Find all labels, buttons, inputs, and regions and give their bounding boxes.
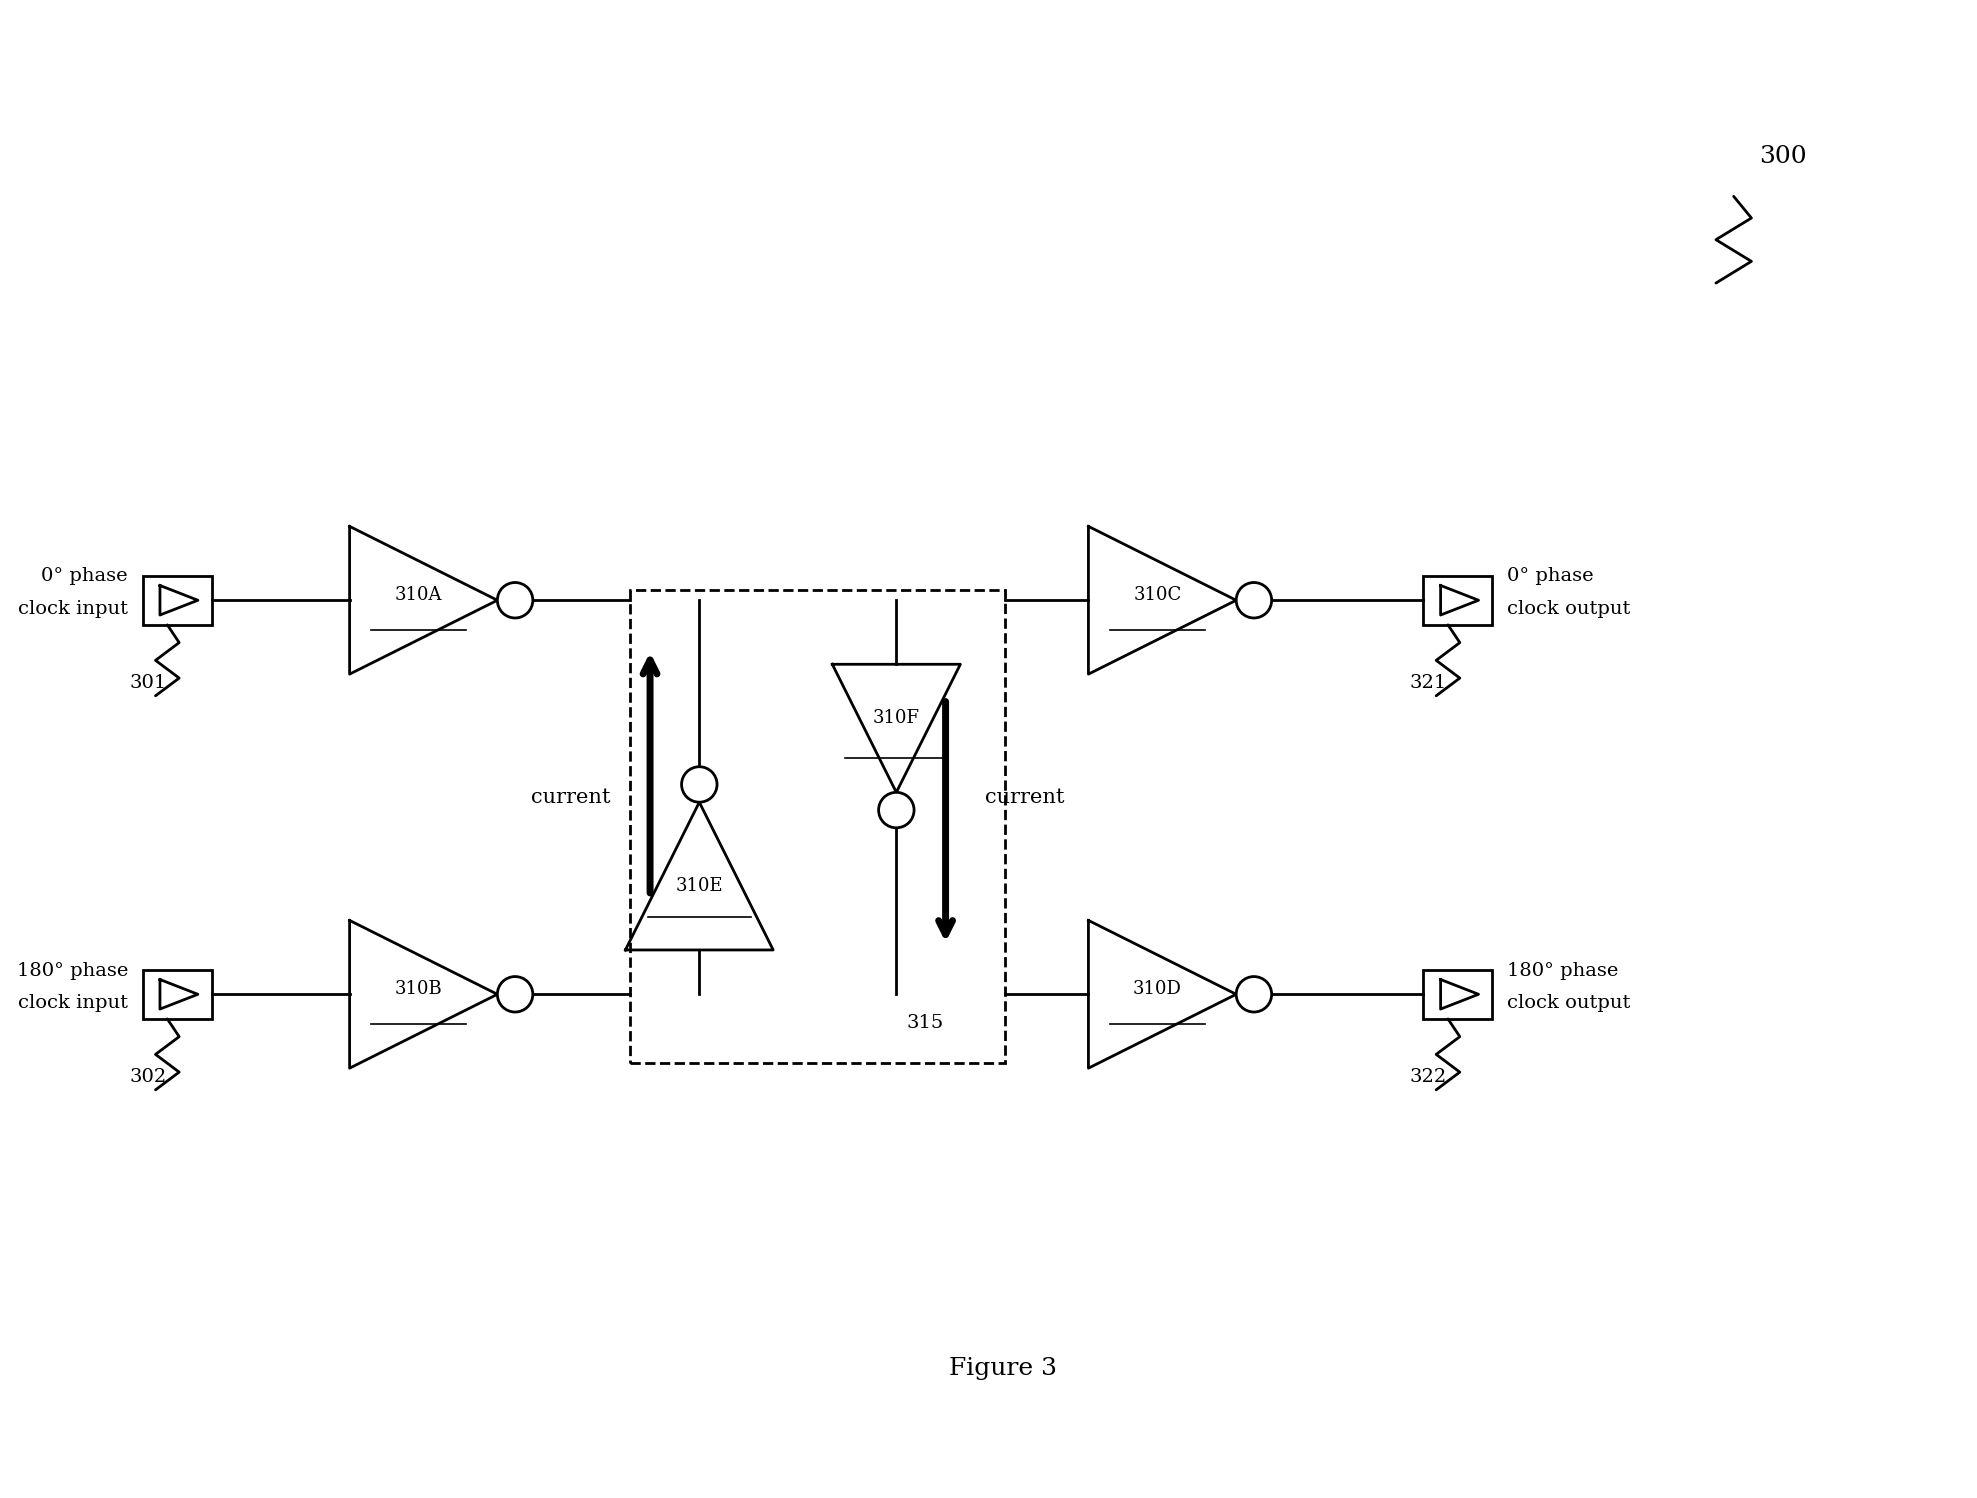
Bar (1423, 969, 1493, 1019)
Text: current: current (532, 788, 611, 807)
Text: 0° phase: 0° phase (42, 568, 129, 586)
Circle shape (498, 977, 534, 1013)
Text: 300: 300 (1760, 145, 1807, 168)
Circle shape (1236, 583, 1271, 619)
Text: current: current (985, 788, 1064, 807)
Text: Figure 3: Figure 3 (949, 1357, 1058, 1380)
Text: 301: 301 (129, 674, 166, 692)
Text: clock input: clock input (18, 601, 129, 619)
Bar (142, 969, 212, 1019)
Text: 310B: 310B (395, 980, 443, 998)
Text: 321: 321 (1410, 674, 1447, 692)
Bar (631, 590, 1004, 1064)
Text: clock output: clock output (1506, 601, 1631, 619)
Text: 310E: 310E (676, 876, 724, 894)
Circle shape (878, 792, 913, 828)
Text: 302: 302 (129, 1068, 166, 1086)
Text: 310F: 310F (872, 710, 919, 728)
Text: 310D: 310D (1133, 980, 1182, 998)
Text: 0° phase: 0° phase (1506, 568, 1593, 586)
Text: clock output: clock output (1506, 995, 1631, 1013)
Bar (1423, 575, 1493, 625)
Circle shape (1236, 977, 1271, 1013)
Circle shape (682, 767, 718, 803)
Text: 315: 315 (905, 1014, 943, 1032)
Text: 310A: 310A (395, 586, 443, 604)
Bar (142, 575, 212, 625)
Text: 180° phase: 180° phase (16, 962, 129, 980)
Text: 322: 322 (1410, 1068, 1447, 1086)
Text: 180° phase: 180° phase (1506, 962, 1619, 980)
Text: clock input: clock input (18, 995, 129, 1013)
Circle shape (498, 583, 534, 619)
Text: 310C: 310C (1133, 586, 1182, 604)
